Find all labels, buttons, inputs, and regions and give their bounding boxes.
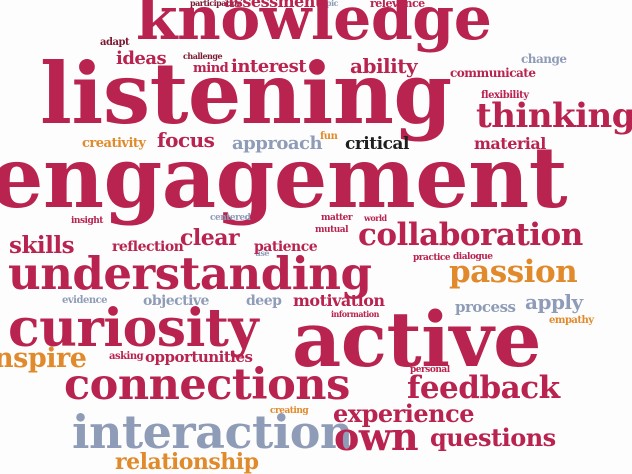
word-interest: interest [231, 56, 307, 77]
word-engagement: engagement [0, 128, 568, 227]
word-assessment: assessment [224, 0, 322, 11]
word-deep: deep [246, 293, 282, 309]
word-communicate: communicate [450, 66, 536, 80]
word-critical: critical [345, 134, 409, 154]
word-evidence: evidence [62, 295, 108, 306]
word-interaction: interaction [72, 405, 353, 459]
word-asking: asking [109, 351, 144, 362]
word-motivation: motivation [293, 291, 385, 310]
word-active: active [292, 295, 542, 384]
word-experience: experience [333, 399, 475, 428]
word-understanding: understanding [8, 247, 372, 300]
word-mind: mind [193, 61, 229, 76]
word-insight: insight [71, 216, 103, 226]
word-change: change [521, 52, 567, 66]
word-information: information [331, 309, 379, 319]
word-material: material [474, 134, 546, 153]
word-skills: skills [9, 232, 75, 259]
word-use: use [255, 248, 269, 258]
word-world: world [364, 213, 387, 223]
word-inspire: nspire [0, 343, 87, 374]
word-own: own [334, 414, 419, 459]
word-creating: creating [270, 406, 309, 416]
word-questions: questions [430, 423, 556, 452]
word-patience: patience [254, 239, 318, 255]
word-centered: centered [210, 213, 251, 223]
word-fun: fun [320, 131, 338, 142]
word-empathy: empathy [549, 315, 594, 326]
word-opportunities: opportunities [145, 348, 253, 366]
word-mutual: mutual [315, 225, 349, 235]
word-relationship: relationship [115, 449, 259, 474]
word-topic: topic [318, 0, 339, 8]
word-collaboration: collaboration [358, 217, 583, 253]
word-personal: personal [410, 365, 450, 375]
word-curiosity: curiosity [8, 298, 259, 359]
word-process: process [455, 298, 516, 316]
word-ability: ability [350, 54, 418, 78]
word-reflection: reflection [112, 239, 184, 255]
word-adapt: adapt [100, 37, 130, 48]
word-thinking: thinking [476, 96, 632, 136]
word-practice: practice [413, 253, 451, 263]
word-feedback: feedback [407, 370, 560, 406]
word-listening: listening [40, 44, 452, 143]
word-participation: participation [190, 0, 242, 8]
word-ideas: ideas [116, 48, 167, 69]
word-challenge: challenge [183, 51, 223, 61]
word-matter: matter [321, 213, 353, 223]
word-objective: objective [143, 293, 209, 309]
word-flexibility: flexibility [481, 90, 529, 101]
word-focus: focus [157, 128, 215, 152]
word-dialogue: dialogue [453, 252, 493, 262]
word-connections: connections [64, 360, 350, 410]
word-knowledge: knowledge [136, 0, 492, 54]
word-creativity: creativity [82, 136, 146, 151]
word-apply: apply [525, 290, 583, 314]
word-approach: approach [232, 133, 323, 154]
word-relevance: relevance [370, 0, 425, 10]
word-passion: passion [449, 254, 578, 290]
word-clear: clear [180, 225, 240, 251]
